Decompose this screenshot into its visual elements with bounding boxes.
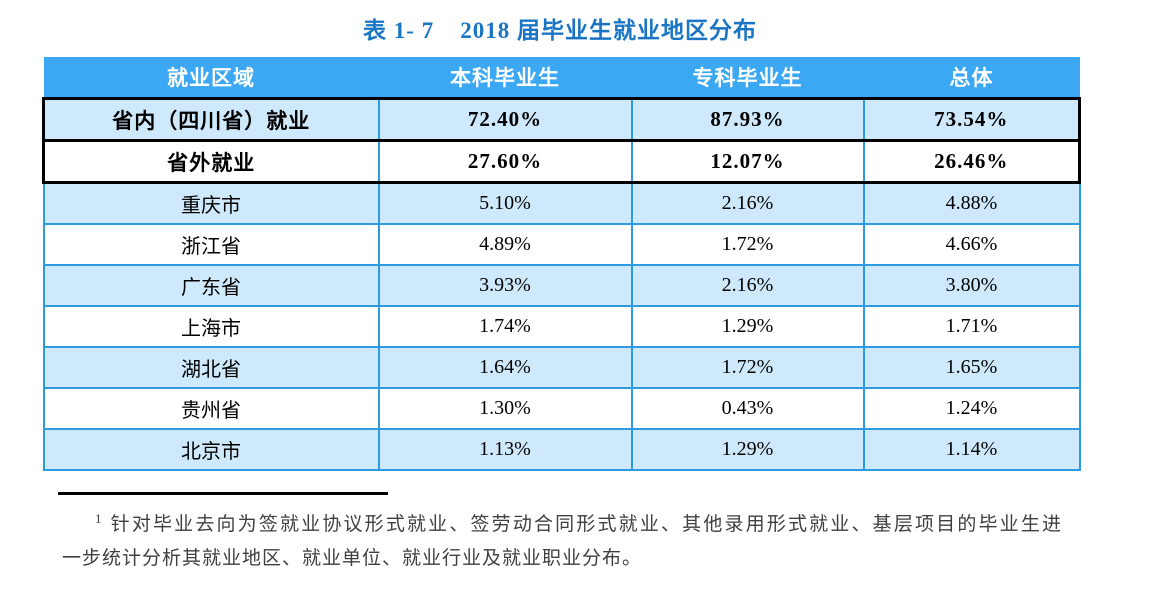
region-cell: 贵州省 <box>42 387 380 430</box>
junior-college-value-cell: 87.93% <box>630 97 865 142</box>
footnote: 1 针对毕业去向为签就业协议形式就业、签劳动合同形式就业、其他录用形式就业、基层项… <box>62 508 1062 576</box>
table-row-zhejiang: 浙江省 4.89% 1.72% 4.66% <box>42 223 1081 266</box>
overall-value-cell: 3.80% <box>862 264 1081 307</box>
undergraduate-value-cell: 1.30% <box>377 387 633 430</box>
region-cell: 上海市 <box>42 305 380 348</box>
header-cell-region: 就业区域 <box>43 57 379 99</box>
footnote-line-1: 1 针对毕业去向为签就业协议形式就业、签劳动合同形式就业、其他录用形式就业、基层项… <box>62 508 1062 542</box>
junior-college-value-cell: 2.16% <box>630 264 865 307</box>
undergraduate-value-cell: 72.40% <box>377 97 633 142</box>
overall-value-cell: 73.54% <box>862 97 1081 142</box>
overall-value-cell: 1.24% <box>862 387 1081 430</box>
region-cell: 浙江省 <box>42 223 380 266</box>
table-row-shanghai: 上海市 1.74% 1.29% 1.71% <box>42 305 1081 348</box>
overall-value-cell: 1.65% <box>862 346 1081 389</box>
undergraduate-value-cell: 4.89% <box>377 223 633 266</box>
overall-value-cell: 1.71% <box>862 305 1081 348</box>
table-row-chongqing: 重庆市 5.10% 2.16% 4.88% <box>42 181 1081 225</box>
overall-value-cell: 26.46% <box>862 139 1081 184</box>
overall-value-cell: 1.14% <box>862 428 1081 471</box>
undergraduate-value-cell: 3.93% <box>377 264 633 307</box>
footnote-text-part-1: 针对毕业去向为签就业协议形式就业、签劳动合同形式就业、其他录用形式就业、基层项目… <box>109 514 1062 535</box>
table-title-text: 2018 届毕业生就业地区分布 <box>460 18 757 43</box>
footnote-text-part-2: 一步统计分析其就业地区、就业单位、就业行业及就业职业分布。 <box>62 548 643 569</box>
employment-region-table: 就业区域 本科毕业生 专科毕业生 总体 省内（四川省）就业 72.40% 87.… <box>42 57 1081 471</box>
undergraduate-value-cell: 1.64% <box>377 346 633 389</box>
region-cell: 重庆市 <box>42 181 380 225</box>
undergraduate-value-cell: 1.13% <box>377 428 633 471</box>
table-header-row: 就业区域 本科毕业生 专科毕业生 总体 <box>43 57 1080 99</box>
junior-college-value-cell: 1.29% <box>630 428 865 471</box>
junior-college-value-cell: 1.72% <box>630 223 865 266</box>
table-row-beijing: 北京市 1.13% 1.29% 1.14% <box>42 428 1081 471</box>
footnote-separator-rule <box>58 492 388 495</box>
table-number-label: 表 1- 7 <box>363 18 435 43</box>
junior-college-value-cell: 1.29% <box>630 305 865 348</box>
junior-college-value-cell: 0.43% <box>630 387 865 430</box>
undergraduate-value-cell: 1.74% <box>377 305 633 348</box>
undergraduate-value-cell: 27.60% <box>377 139 633 184</box>
footnote-line-2: 一步统计分析其就业地区、就业单位、就业行业及就业职业分布。 <box>62 542 1062 576</box>
junior-college-value-cell: 12.07% <box>630 139 865 184</box>
table-row-guangdong: 广东省 3.93% 2.16% 3.80% <box>42 264 1081 307</box>
header-cell-junior-college: 专科毕业生 <box>631 57 864 99</box>
page-title: 表 1- 7 2018 届毕业生就业地区分布 <box>42 11 1078 45</box>
overall-value-cell: 4.88% <box>862 181 1081 225</box>
table-row-hubei: 湖北省 1.64% 1.72% 1.65% <box>42 346 1081 389</box>
region-cell: 省外就业 <box>42 139 380 184</box>
table-row-in-province: 省内（四川省）就业 72.40% 87.93% 73.54% <box>42 97 1081 142</box>
junior-college-value-cell: 2.16% <box>630 181 865 225</box>
undergraduate-value-cell: 5.10% <box>377 181 633 225</box>
region-cell: 北京市 <box>42 428 380 471</box>
header-cell-undergraduate: 本科毕业生 <box>378 57 632 99</box>
header-cell-overall: 总体 <box>863 57 1080 99</box>
table-row-guizhou: 贵州省 1.30% 0.43% 1.24% <box>42 387 1081 430</box>
table-row-out-province: 省外就业 27.60% 12.07% 26.46% <box>42 139 1081 184</box>
region-cell: 湖北省 <box>42 346 380 389</box>
region-cell: 广东省 <box>42 264 380 307</box>
region-cell: 省内（四川省）就业 <box>42 97 380 142</box>
junior-college-value-cell: 1.72% <box>630 346 865 389</box>
overall-value-cell: 4.66% <box>862 223 1081 266</box>
footnote-marker: 1 <box>95 510 103 526</box>
